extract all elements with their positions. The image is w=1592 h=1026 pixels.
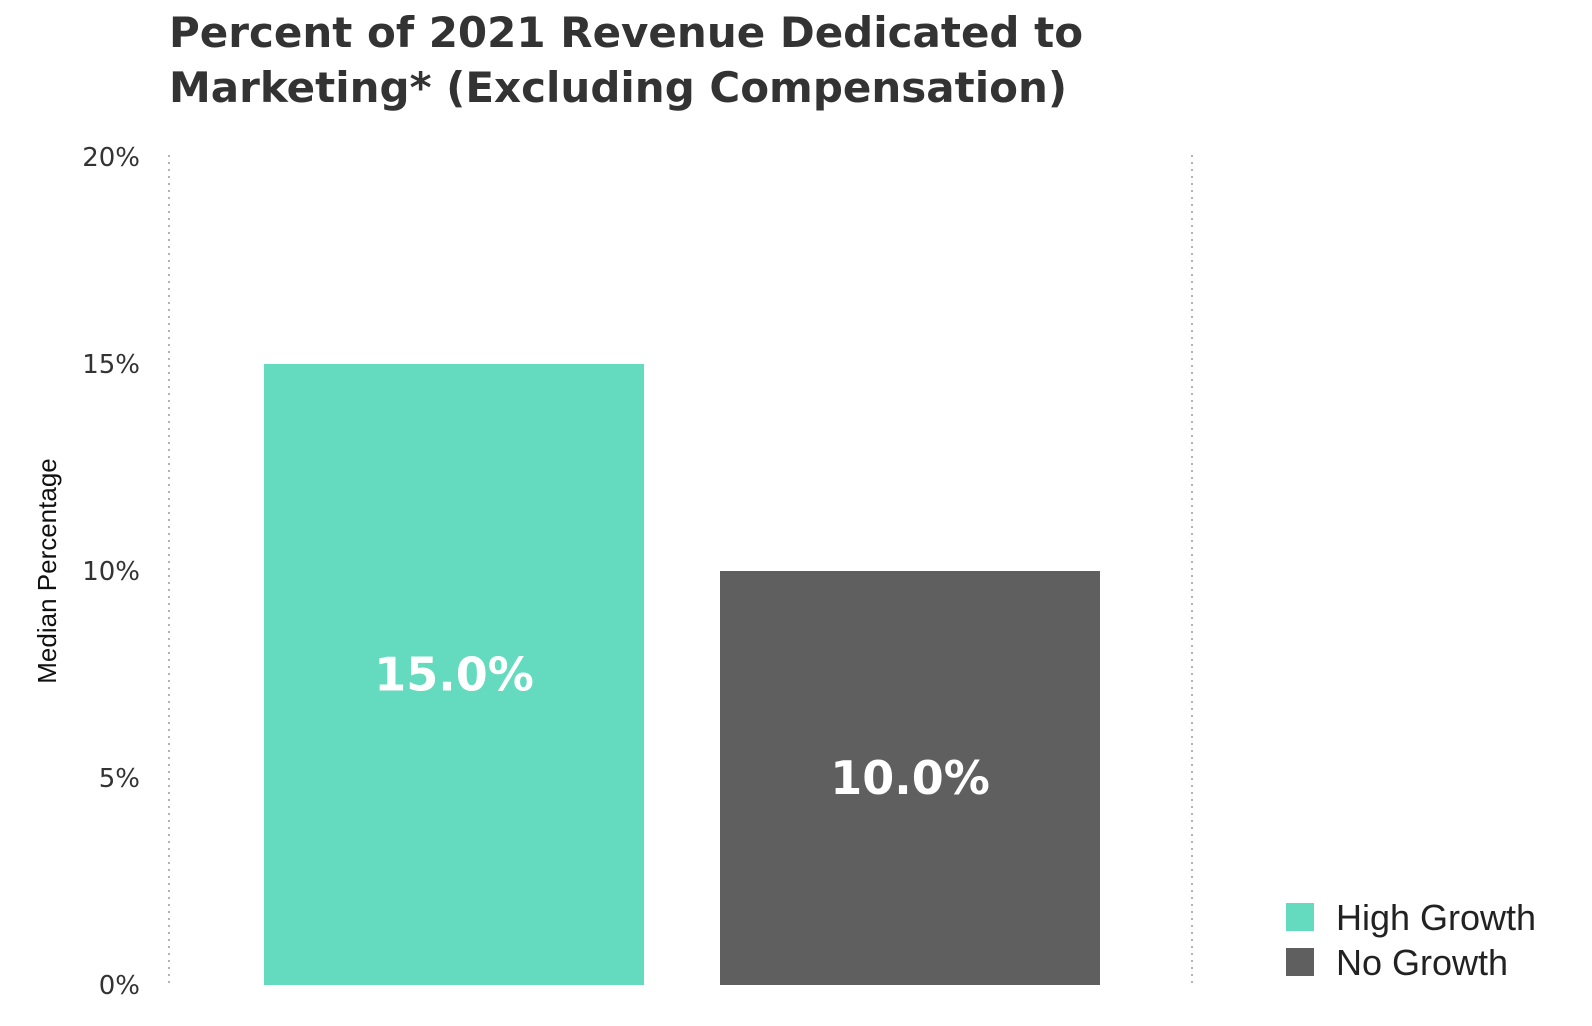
bars: 15.0% 10.0% <box>264 364 1100 985</box>
y-axis-ticks: 0% 5% 10% 15% 20% <box>82 143 140 1001</box>
bar-high-growth <box>264 364 644 985</box>
y-tick-label: 5% <box>99 764 140 794</box>
y-axis-label-group: Median Percentage <box>32 458 62 683</box>
legend-swatch-high-growth <box>1286 903 1314 931</box>
bar-no-growth <box>720 571 1100 985</box>
gridlines <box>168 155 1193 985</box>
y-tick-label: 10% <box>82 557 140 587</box>
y-tick-label: 15% <box>82 350 140 380</box>
chart-title: Percent of 2021 Revenue Dedicated to Mark… <box>169 8 1083 112</box>
y-tick-label: 0% <box>99 971 140 1001</box>
legend-label-no-growth: No Growth <box>1336 942 1508 983</box>
legend-swatch-no-growth <box>1286 948 1314 976</box>
chart-title-line-1: Percent of 2021 Revenue Dedicated to <box>169 8 1083 57</box>
bar-label-no-growth: 10.0% <box>830 751 990 805</box>
chart-title-line-2: Marketing* (Excluding Compensation) <box>169 63 1067 112</box>
y-axis-label: Median Percentage <box>32 458 62 683</box>
y-tick-label: 20% <box>82 143 140 173</box>
legend-label-high-growth: High Growth <box>1336 897 1536 938</box>
bar-label-high-growth: 15.0% <box>374 648 534 702</box>
